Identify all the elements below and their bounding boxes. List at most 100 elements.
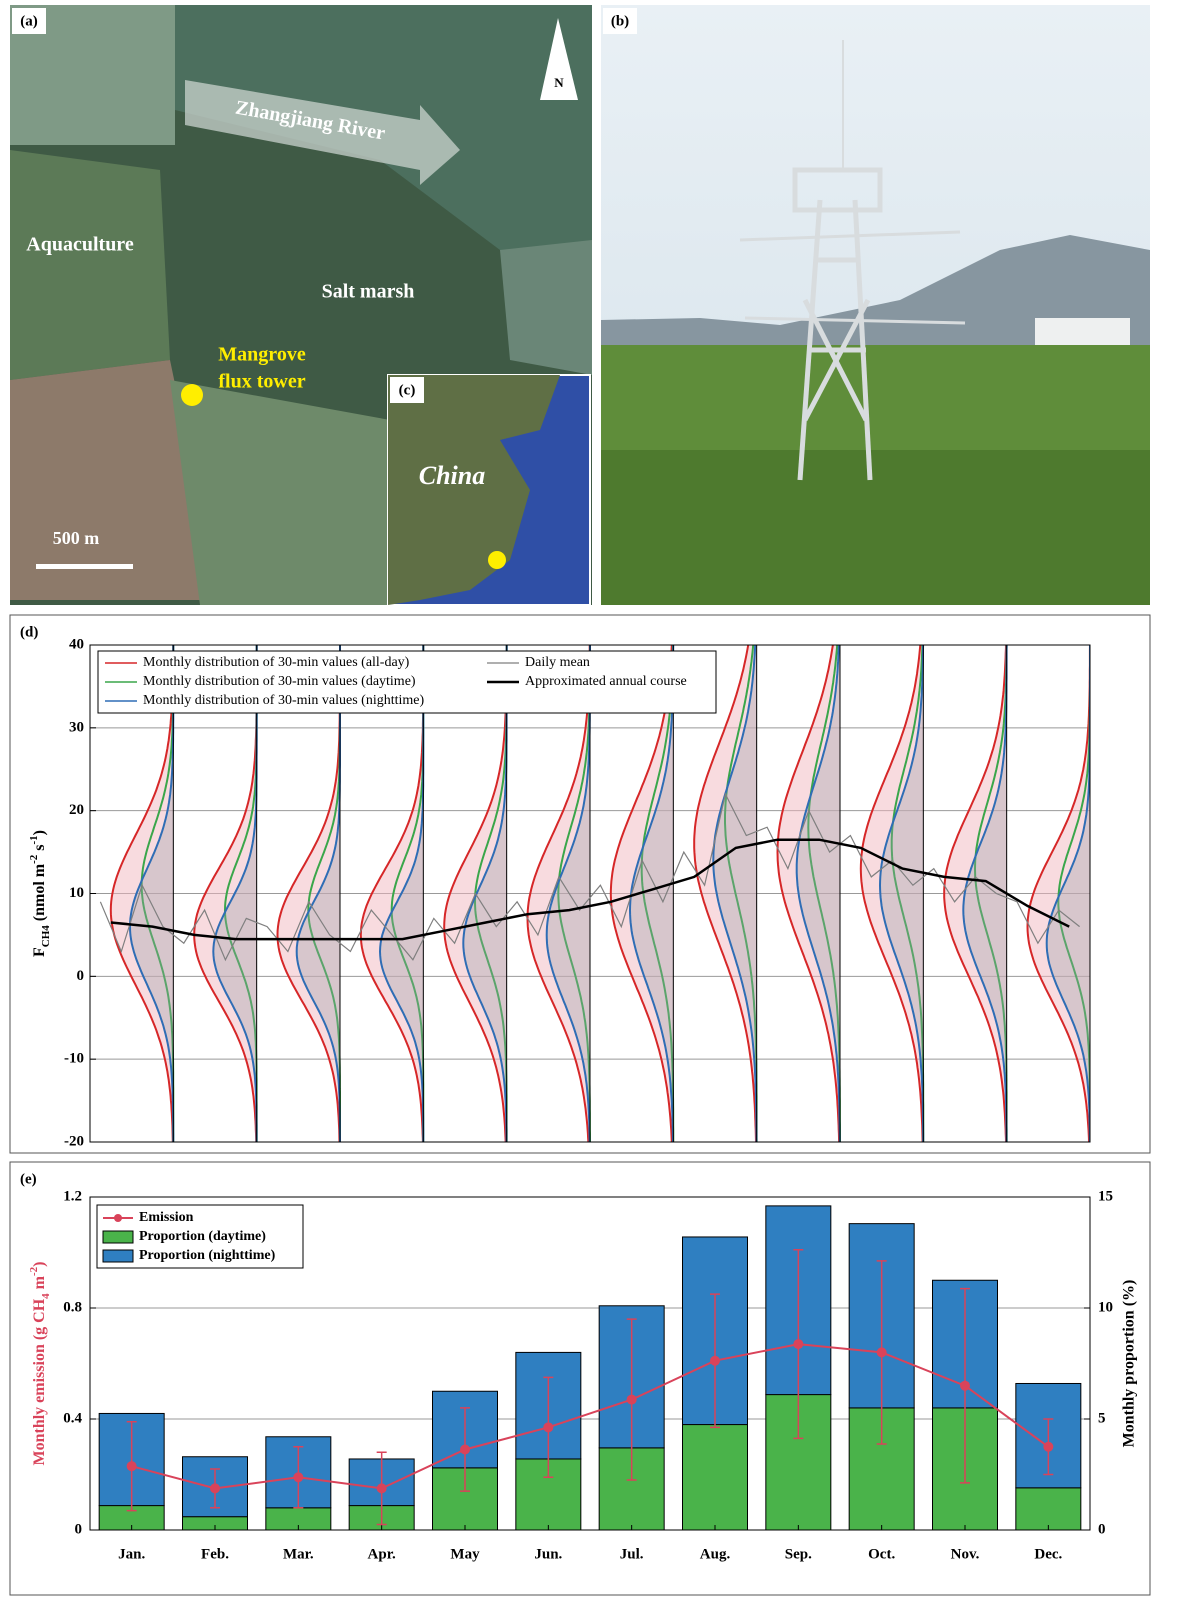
aquaculture-area [10,150,170,380]
point [126,1461,137,1472]
y-tick-label: 30 [69,719,84,735]
y2-tick-label: 0 [1098,1521,1106,1537]
y-axis-label-part: -2 [28,1266,40,1276]
panel-label: (d) [20,624,38,640]
distribution-curve [712,645,758,1142]
x-tick-label: Sep. [785,1546,812,1562]
y-axis-label-part: -2 [28,854,40,864]
legend-label: Approximated annual course [525,674,687,689]
x-tick-label: Oct. [868,1546,895,1562]
y2-tick-label: 5 [1098,1410,1106,1426]
area-label: Salt marsh [322,281,415,303]
y-axis-label-part: m [31,1275,48,1293]
distribution-curve [890,645,925,1142]
label-box [390,377,424,403]
distribution-curve [795,645,841,1142]
y-axis-label-part: -1 [28,835,40,844]
legend-label: Proportion (nighttime) [139,1248,276,1263]
point [1043,1441,1054,1452]
point [793,1339,804,1350]
y-tick-label: -10 [64,1051,84,1067]
tower-label: flux tower [218,371,305,393]
tower [739,40,966,481]
mountains [601,235,1150,345]
scale-label: 500 m [53,528,100,548]
land [388,375,560,605]
distribution-fill [546,645,590,1142]
mangrove-foreground [601,450,1150,605]
point [376,1483,387,1494]
distribution-fill [360,645,424,1142]
distribution-curve [962,645,1008,1142]
north-label: N [554,75,564,90]
north-arrow [540,18,578,100]
inset-map: (c) China [387,374,591,606]
distribution-fill [777,645,840,1142]
x-tick-label: Aug. [700,1546,731,1562]
x-tick-label: Mar. [283,1546,314,1562]
point [876,1347,887,1358]
x-tick-label: Apr. [368,1546,396,1562]
legend-label: Monthly distribution of 30-min values (n… [143,693,424,708]
point [210,1483,220,1494]
line [99,792,1080,962]
distribution-fill [880,645,924,1142]
distribution-fill [463,645,507,1142]
distribution-curve [693,645,757,1142]
x-tick-label: Jul. [620,1546,644,1562]
coast [170,380,390,605]
panel-label: (a) [20,13,38,29]
distribution-curve [109,645,175,1142]
y-axis-label-part: CH4 [40,925,52,948]
site-marker [488,551,506,569]
y-tick-label: 0 [77,968,85,984]
point [543,1422,554,1433]
y-tick-label: 40 [69,636,84,652]
map-panel: (a) N Zhangjiang River Aquaculture Salt … [10,5,592,605]
y-axis-label: FCH4 (nmol m-2 s-1) [28,830,52,957]
legend-label: Monthly distribution of 30-min values (d… [143,674,416,689]
panel-label: (e) [20,1171,37,1187]
distribution-fill [277,645,340,1142]
plot-area [99,645,1090,1142]
y-axis-label-part: s [31,844,48,854]
y-tick-label: 0.4 [63,1410,82,1426]
panel-label: (c) [399,382,416,398]
distribution-curve [609,645,673,1142]
ponds [500,240,592,375]
bar-segment [1015,1487,1082,1531]
y-axis-label-part: ) [31,830,48,835]
distribution-fill [1046,645,1090,1142]
y-axis-label-part: 4 [40,1293,52,1299]
label-box [12,8,46,34]
y-tick-label: 1.2 [63,1188,82,1204]
village [10,360,220,600]
area-label: Aquaculture [26,234,134,256]
x-tick-label: Jan. [118,1546,145,1562]
distribution-fill [713,645,757,1142]
point [960,1380,970,1391]
distribution-curve [943,645,1007,1142]
point [626,1394,637,1405]
country-label: China [419,461,486,490]
panel-label: (b) [611,13,629,29]
y-axis-label: Monthly emission (g CH4 m-2) [28,1262,52,1466]
distribution-curve [776,645,841,1142]
y-tick-label: 10 [69,885,84,901]
legend-label: Monthly distribution of 30-min values (a… [143,655,410,670]
distribution-fill [944,645,1007,1142]
legend-swatch [102,1249,134,1263]
plot-frame [89,644,1091,1143]
photo-panel: (b) [601,5,1150,605]
x-tick-label: Dec. [1034,1546,1062,1562]
x-tick-label: Nov. [951,1546,980,1562]
x-tick-label: Jun. [534,1546,562,1562]
distribution-curve [1045,645,1090,1142]
line [110,838,1070,941]
y-axis-label-part: F [31,947,48,957]
distribution-curve [526,645,591,1142]
distribution-fill [194,645,257,1142]
plot-frame [89,1196,1091,1531]
tower-label: Mangrove [218,344,306,366]
